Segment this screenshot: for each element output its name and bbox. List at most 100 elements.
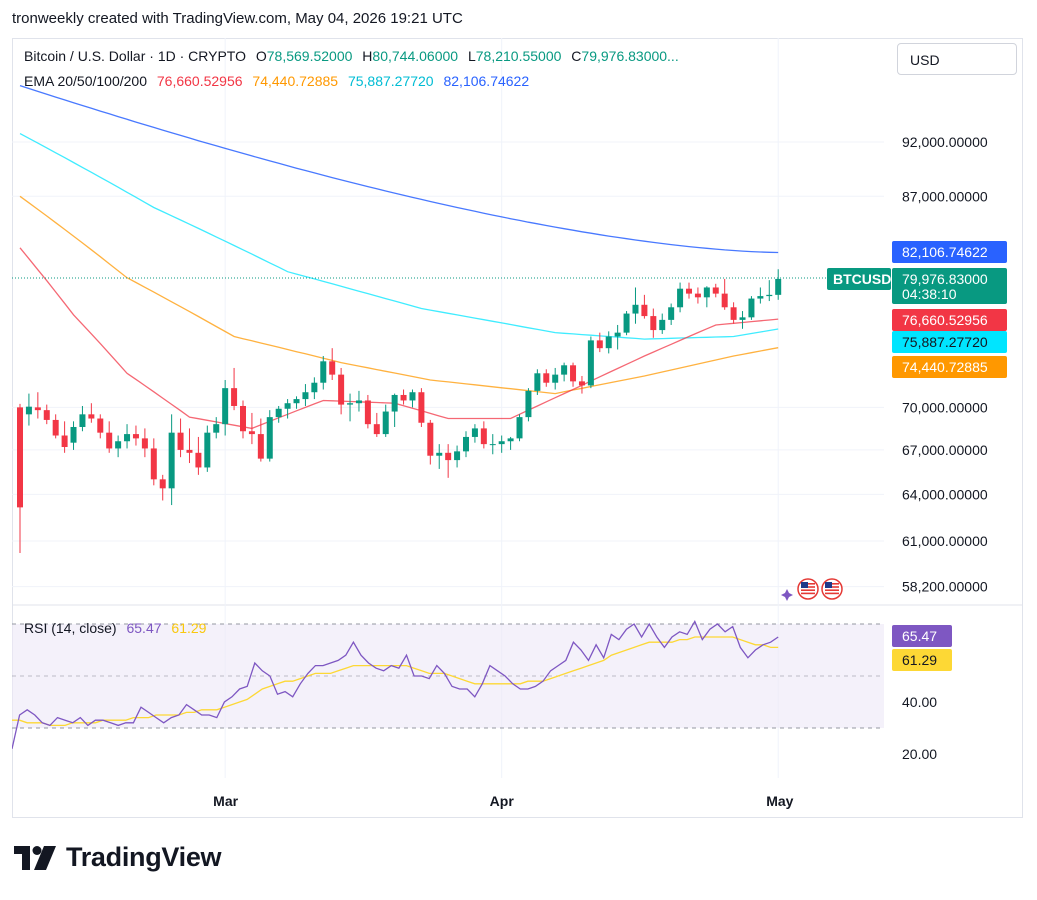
candle-body <box>632 304 639 314</box>
candle-body <box>605 336 612 349</box>
candle-body <box>320 361 327 383</box>
rsi-ma-tag-bg <box>892 649 952 671</box>
candle-body <box>463 436 469 452</box>
candle-body <box>766 294 773 297</box>
candle-body <box>578 381 585 386</box>
candle-body <box>52 419 59 436</box>
time-axis-label: Mar <box>213 793 238 809</box>
candle-body <box>204 432 211 468</box>
sparkle-icon <box>781 589 793 601</box>
ema100-price-label: 75,887.27720 <box>902 334 988 350</box>
candle-body <box>427 422 434 456</box>
candle-body <box>213 424 220 433</box>
candle-body <box>400 394 407 401</box>
rsi-value-tag: 65.47 <box>902 628 937 644</box>
ema20-price-label: 76,660.52956 <box>902 312 988 328</box>
rsi-legend[interactable]: RSI (14, close) 65.47 61.29 <box>24 620 212 636</box>
ohlc-low-label: L <box>467 48 476 64</box>
candle-body <box>775 278 782 295</box>
ema-legend[interactable]: EMA 20/50/100/200 76,660.52956 74,440.72… <box>24 73 535 89</box>
last-price-label-countdown: 04:38:10 <box>902 286 957 302</box>
candle-body <box>445 452 452 461</box>
price-tick-label: 64,000.00000 <box>902 486 988 502</box>
candle-body <box>79 414 86 427</box>
candle-body <box>177 432 184 450</box>
candle-body <box>186 449 193 453</box>
ohlc-high: H80,744.06000 <box>362 48 458 64</box>
candle-body <box>561 365 568 375</box>
candle-body <box>141 438 148 449</box>
ema200-line <box>19 84 779 254</box>
candle-body <box>677 288 684 308</box>
candle-body <box>418 392 425 423</box>
tradingview-logo[interactable]: TradingView <box>14 842 222 873</box>
candle-body <box>712 287 719 294</box>
candle-body <box>730 307 737 320</box>
ohlc-low: L78,210.55000 <box>468 48 561 64</box>
currency-button[interactable]: USD <box>897 43 1017 75</box>
last-price-label-bg <box>892 268 1007 304</box>
rsi-tick-label: 20.00 <box>902 746 937 762</box>
candle-body <box>355 400 362 404</box>
price-tick-label: 67,000.00000 <box>902 442 988 458</box>
ema20-line <box>19 247 779 430</box>
ema-label: EMA 20/50/100/200 <box>24 73 147 89</box>
candle-body <box>338 374 345 405</box>
ema200-price-label-bg <box>892 241 1007 263</box>
candle-body <box>240 405 246 432</box>
us-flag-event-icon-stripe <box>801 589 815 591</box>
us-flag-event-icon-stripe <box>825 592 839 595</box>
candle-body <box>454 451 461 461</box>
candle-body <box>623 313 630 333</box>
candle-body <box>195 452 202 468</box>
us-flag-event-icon-canton <box>801 582 808 588</box>
candle-body <box>231 388 238 406</box>
ema200-price-label: 82,106.74622 <box>902 244 988 260</box>
ohlc-high-label: H <box>362 48 373 64</box>
candle-body <box>222 388 229 425</box>
price-tick-label: 61,000.00000 <box>902 533 988 549</box>
candle-body <box>124 434 131 442</box>
symbol-name: Bitcoin / U.S. Dollar · 1D · CRYPTO <box>24 48 246 64</box>
candle-body <box>373 424 380 435</box>
candle-body <box>168 432 175 489</box>
candle-body <box>284 403 291 409</box>
candle-body <box>489 444 496 446</box>
symbol-legend[interactable]: Bitcoin / U.S. Dollar · 1D · CRYPTO O78,… <box>24 48 685 64</box>
ohlc-close: C79,976.83000... <box>571 48 678 64</box>
symbol-tag-bg <box>827 268 891 290</box>
candle-body <box>650 316 657 331</box>
candle-body <box>516 417 523 439</box>
ohlc-open-label: O <box>255 48 267 64</box>
candle-body <box>471 428 478 437</box>
candle-body <box>257 434 264 459</box>
ema20-value: 76,660.52956 <box>156 73 243 89</box>
price-tick-label: 87,000.00000 <box>902 188 988 204</box>
tradingview-logo-icon <box>14 845 56 870</box>
candle-body <box>436 452 443 456</box>
candle-body <box>159 479 166 489</box>
chart-canvas[interactable]: 92,000.00000 87,000.00000 70,000.00000 67,0… <box>12 38 1023 818</box>
candle-body <box>391 394 398 412</box>
price-tick-label: 92,000.00000 <box>902 134 988 150</box>
candle-body <box>275 408 282 418</box>
candle-body <box>106 432 113 449</box>
candle-body <box>641 304 648 317</box>
chart-frame <box>12 38 1023 818</box>
candle-body <box>34 407 41 411</box>
candle-body <box>543 373 550 383</box>
candle-body <box>659 319 666 331</box>
ema100-line <box>19 133 779 340</box>
candle-body <box>132 434 139 439</box>
candle-body <box>525 390 532 418</box>
ohlc-open: O78,569.52000 <box>256 48 353 64</box>
candle-body <box>748 298 755 318</box>
ohlc-high-value: 80,744.06000 <box>372 48 459 64</box>
candle-body <box>302 392 309 400</box>
candle-body <box>480 428 487 445</box>
rsi-value-tag-bg <box>892 625 952 647</box>
candle-body <box>150 448 157 480</box>
candle-body <box>97 418 104 433</box>
time-axis-label: May <box>766 793 793 809</box>
ohlc-low-value: 78,210.55000 <box>475 48 562 64</box>
